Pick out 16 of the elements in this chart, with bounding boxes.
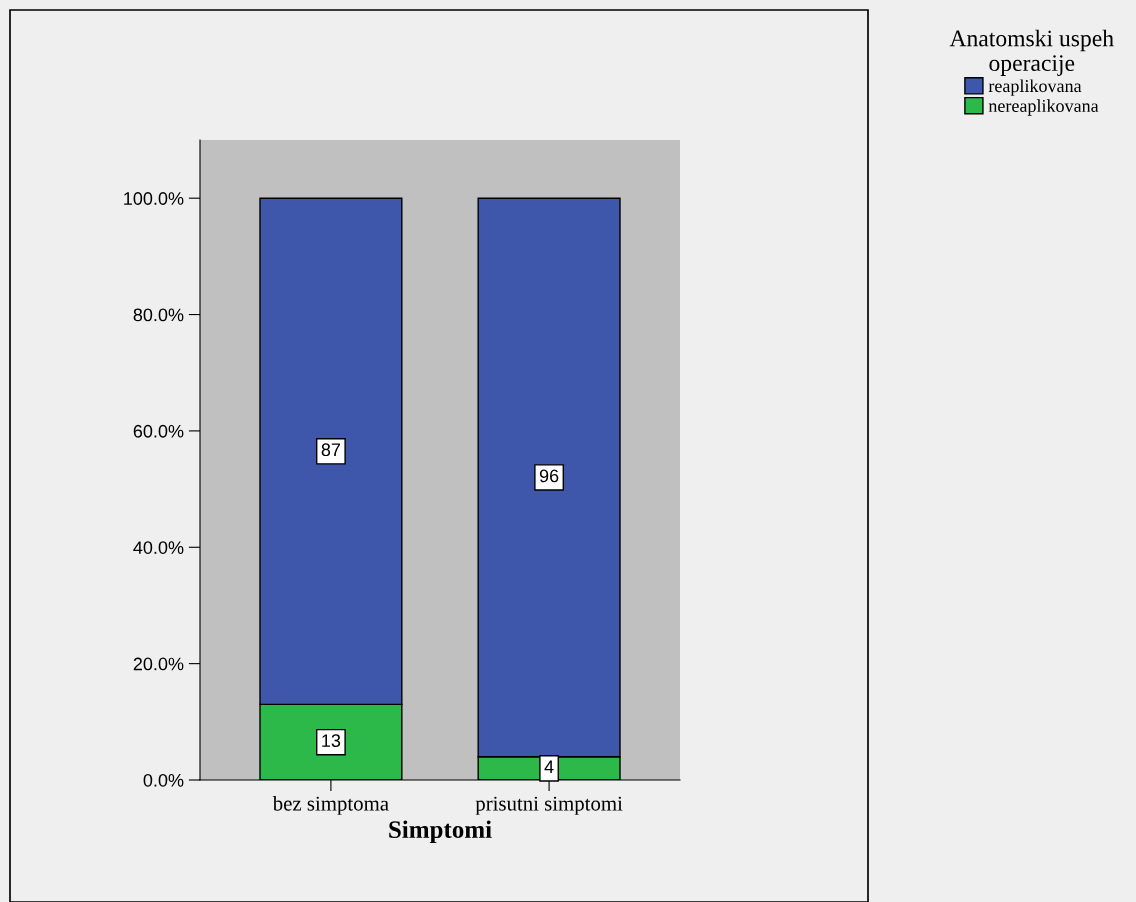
legend-label: reaplikovana [988,79,1082,96]
y-tick-label: 20.0% [133,657,184,671]
data-label: 96 [539,469,559,483]
x-tick-label: prisutni simptomi [475,796,623,815]
x-axis-title: Simptomi [389,820,492,844]
y-tick-label: 0.0% [143,773,184,787]
data-label: 87 [321,443,341,457]
legend-title: Anatomski uspeh operacije [949,29,1114,76]
y-tick-label: 80.0% [133,308,184,322]
y-tick-label: 60.0% [133,424,184,438]
x-tick-label: bez simptoma [272,795,389,815]
legend-label: nereaplikovana [988,99,1099,116]
y-tick-label: 40.0% [133,541,184,554]
y-tick-label: 100.0% [124,192,184,205]
data-label: 4 [544,760,554,774]
data-label: 13 [322,734,341,748]
